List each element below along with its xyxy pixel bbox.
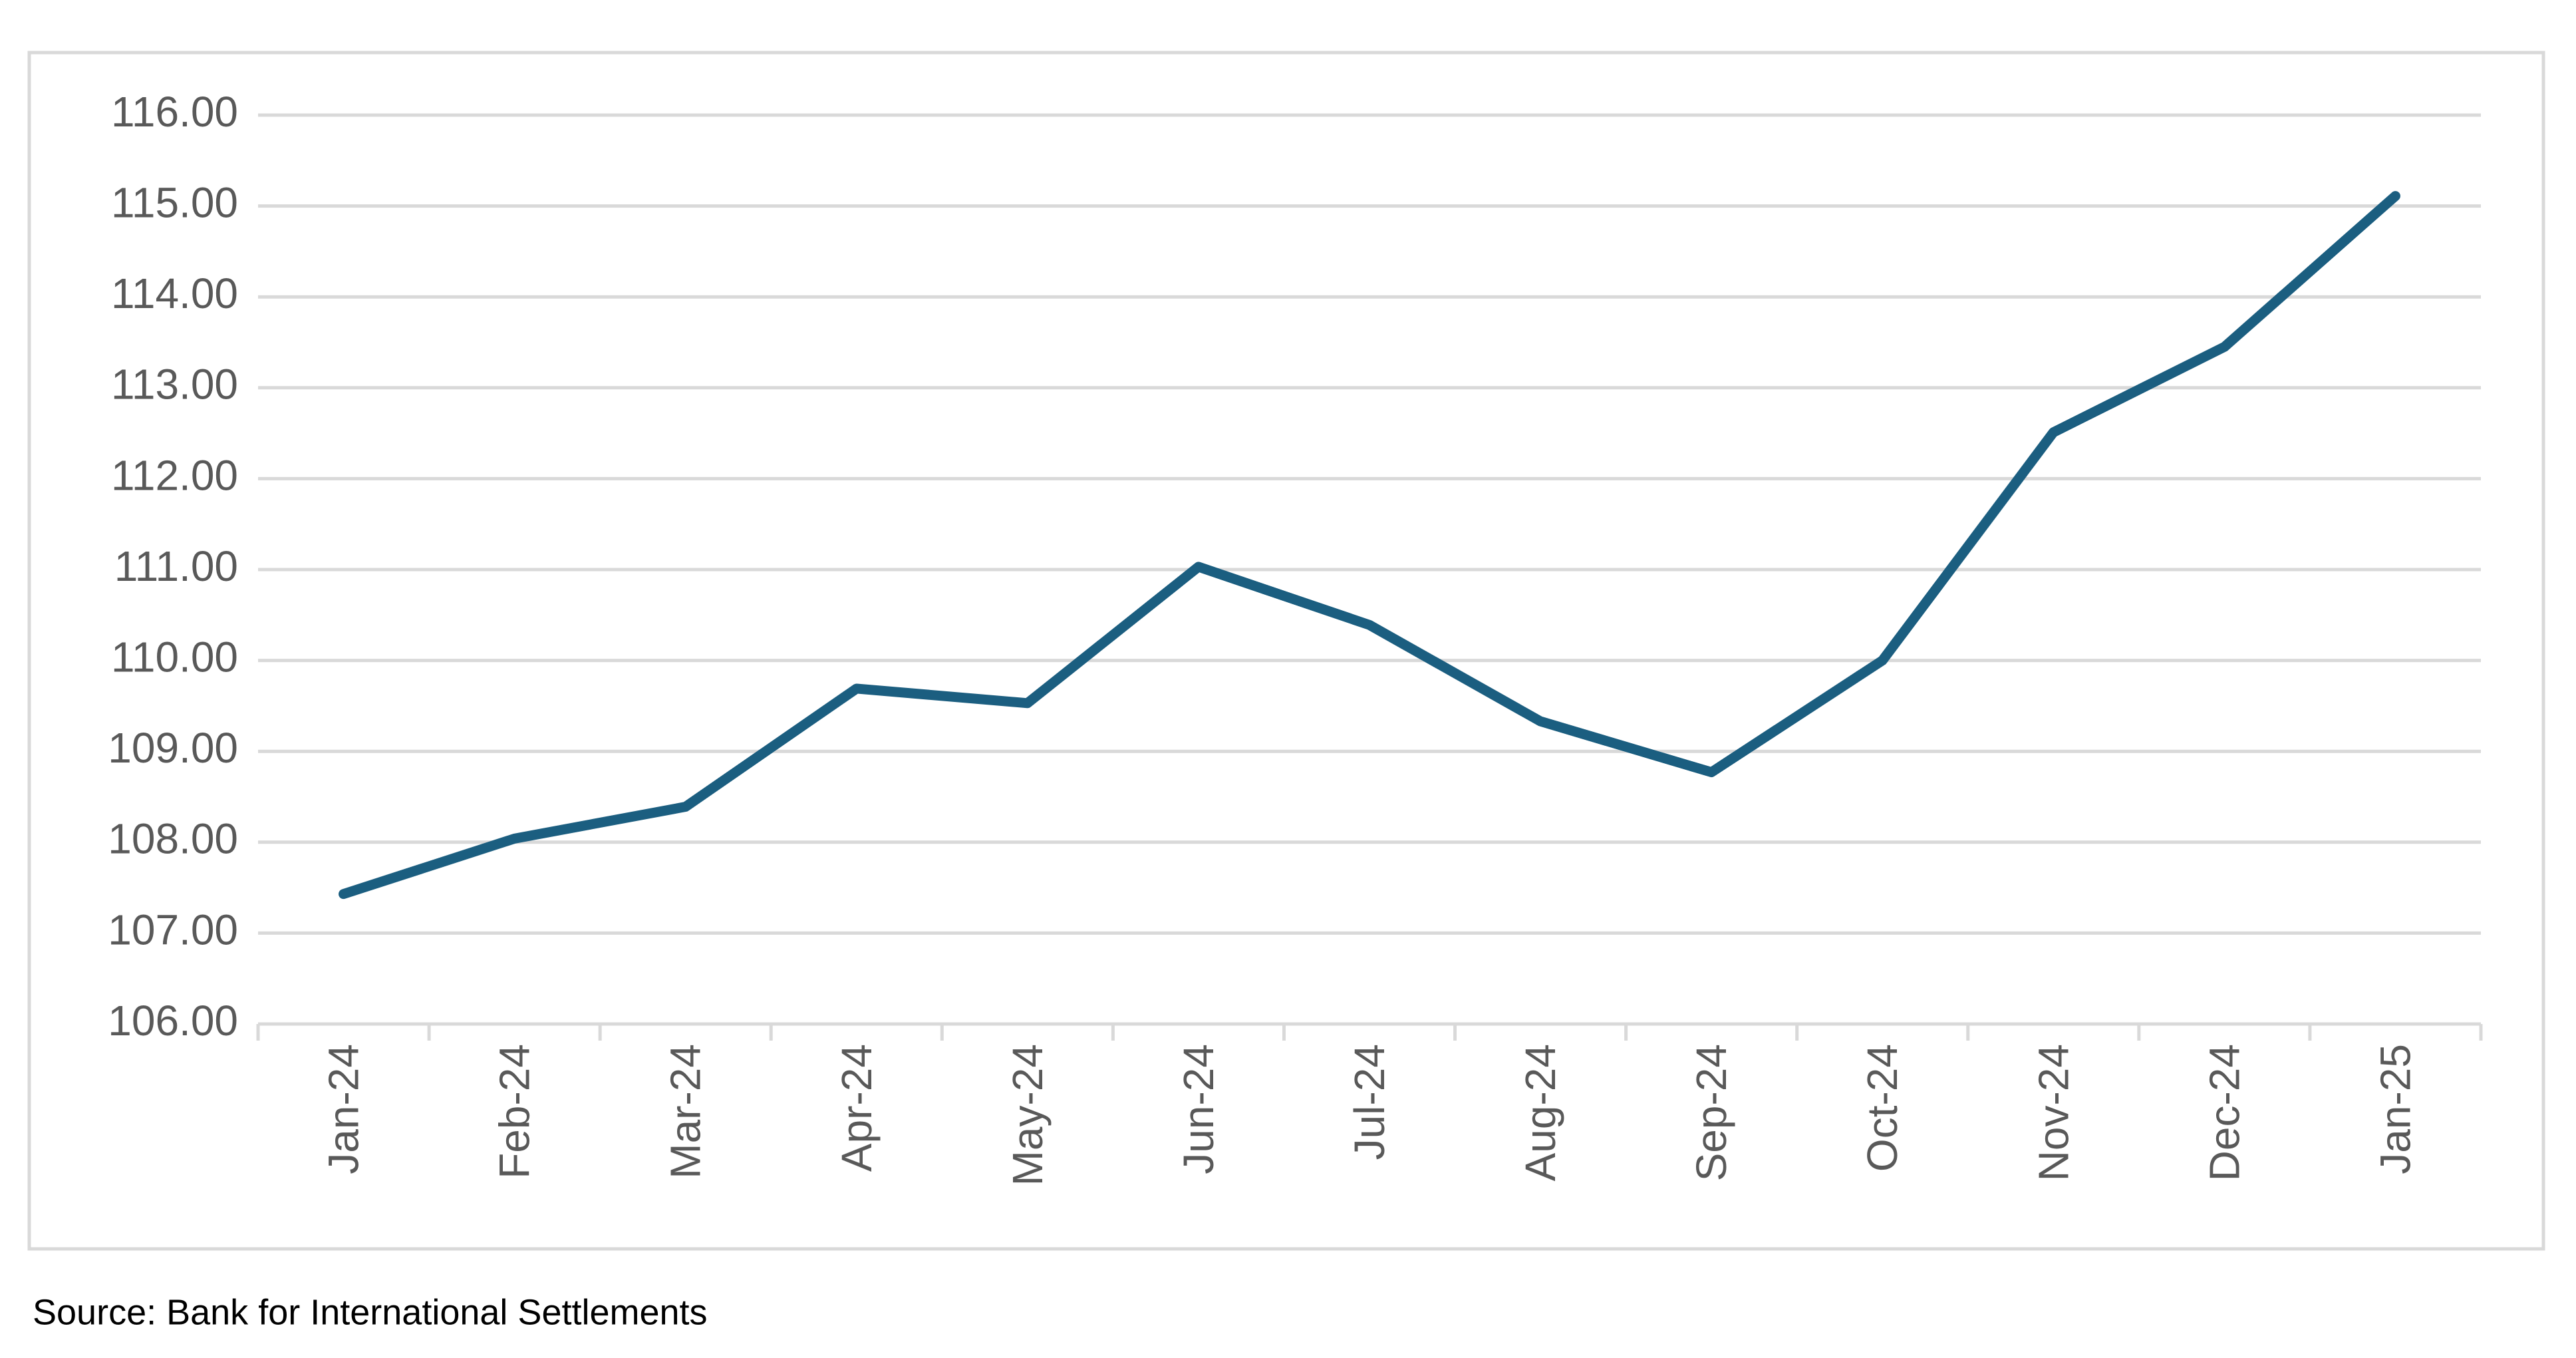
data-line [339,191,2400,900]
y-tick-label: 107.00 [108,906,238,953]
source-note: Source: Bank for International Settlemen… [33,1292,708,1332]
y-tick-label: 108.00 [108,815,238,863]
x-tick-label: Sep-24 [1687,1044,1735,1181]
x-tick-label: Apr-24 [833,1044,881,1172]
x-tick-label: Nov-24 [2029,1044,2077,1181]
y-tick-label: 110.00 [111,633,238,681]
x-tick-label: Aug-24 [1516,1044,1564,1181]
x-tick-label: May-24 [1004,1044,1052,1186]
x-tick-label: Feb-24 [491,1044,539,1179]
x-tick-label: Dec-24 [2200,1044,2248,1181]
y-tick-label: 111.00 [114,542,238,590]
y-tick-label: 109.00 [108,724,238,772]
y-tick-label: 106.00 [108,997,238,1045]
x-tick-label: Mar-24 [662,1044,710,1179]
x-tick-label: Jun-24 [1175,1044,1222,1174]
y-tick-label: 113.00 [111,361,238,409]
x-tick-label: Oct-24 [1858,1044,1906,1172]
x-tick-label: Jan-24 [320,1044,368,1174]
x-tick-label: Jan-25 [2371,1044,2419,1174]
y-tick-label: 114.00 [111,269,238,317]
y-tick-label: 116.00 [111,88,238,136]
y-tick-label: 115.00 [111,179,238,227]
y-tick-label: 112.00 [111,451,238,499]
chart-border [27,51,2545,1251]
x-tick-label: Jul-24 [1346,1044,1393,1160]
